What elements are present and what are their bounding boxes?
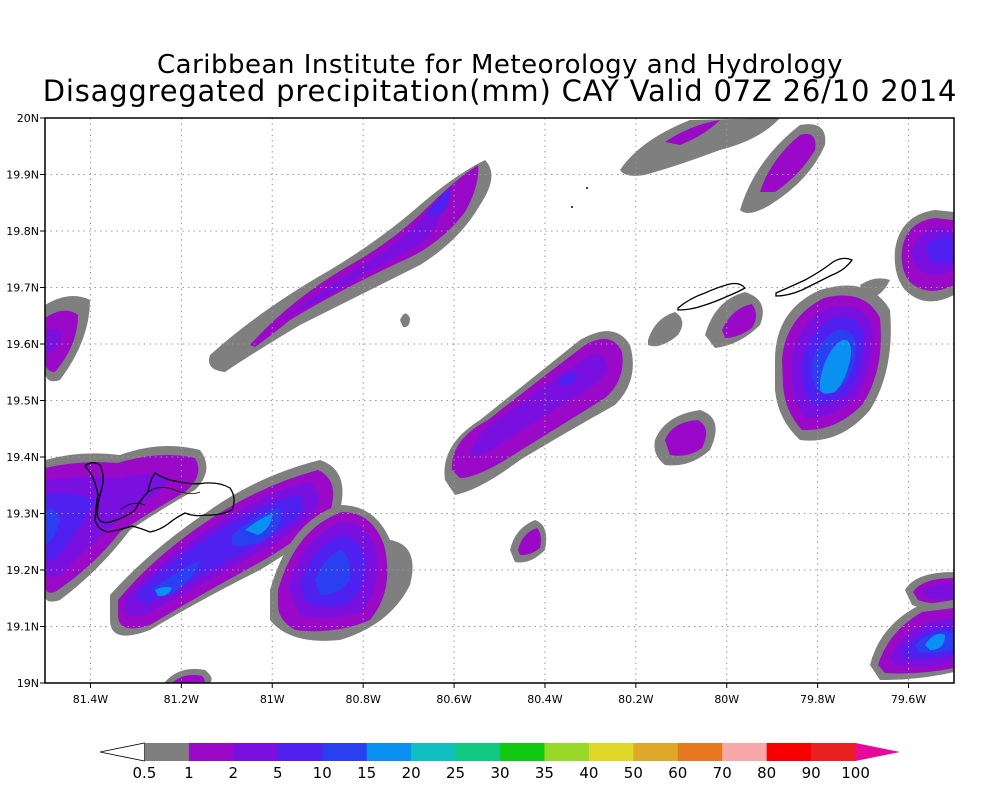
legend-label: 5 [273, 764, 283, 782]
lat-tick-label: 19.5N [6, 395, 39, 408]
legend-swatch [766, 743, 812, 761]
rain-area-east-speck [860, 278, 890, 299]
legend-label: 70 [713, 764, 732, 782]
legend-swatch [722, 743, 768, 761]
map-grid [45, 118, 954, 683]
lon-tick-label: 80.4W [527, 693, 562, 706]
rain-area-north-top [620, 118, 780, 176]
coastlines [84, 187, 853, 533]
lon-tick-label: 79.6W [891, 693, 926, 706]
legend-label: 100 [841, 764, 870, 782]
legend-label: 50 [624, 764, 643, 782]
rain-area-east-small [654, 410, 716, 466]
legend-swatch [233, 743, 279, 761]
legend-swatch [677, 743, 723, 761]
legend-swatch [455, 743, 501, 761]
latitude-axis: 19N 19.1N 19.2N 19.3N 19.4N 19.5N 19.6N 19.7N 19… [6, 112, 45, 690]
chart-title-institute: Caribbean Institute for Meteorology and … [157, 50, 843, 80]
rain-area-brac-south [705, 292, 763, 348]
lon-tick-label: 81.4W [73, 693, 108, 706]
legend-swatch [811, 743, 857, 761]
legend-swatch [277, 743, 323, 761]
lon-tick-label: 81.2W [164, 693, 199, 706]
lon-tick-label: 80.2W [618, 693, 653, 706]
legend-label: 80 [757, 764, 776, 782]
rain-area-central-band [444, 331, 633, 495]
legend-label: 1 [184, 764, 194, 782]
chart-title-product: Disaggregated precipitation(mm) CAY Vali… [42, 74, 958, 108]
lat-tick-label: 19.6N [6, 338, 39, 351]
rain-area-west-edge [45, 296, 90, 382]
legend-swatch [322, 743, 368, 761]
lat-tick-label: 19N [17, 677, 39, 690]
rain-area-south-central [110, 460, 343, 636]
legend-swatch [366, 743, 412, 761]
lon-tick-label: 80.6W [436, 693, 471, 706]
lon-tick-label: 79.8W [800, 693, 835, 706]
rain-area-northwest-band [209, 160, 492, 372]
legend-swatch [588, 743, 634, 761]
rain-area-south-blob [270, 505, 413, 641]
lon-tick-label: 80.8W [345, 693, 380, 706]
legend-swatch [855, 743, 900, 761]
legend-label: 20 [402, 764, 421, 782]
island-cayman-brac [775, 257, 853, 297]
legend-label: 60 [668, 764, 687, 782]
lat-tick-label: 19.2N [6, 564, 39, 577]
legend-colorbar [99, 742, 900, 762]
legend-swatch [544, 743, 590, 761]
lon-tick-label: 80W [714, 693, 739, 706]
legend-swatch [500, 743, 545, 761]
longitude-axis: 81.4W 81.2W 81W 80.8W 80.6W 80.4W 80.2W 80W 79.8… [73, 683, 926, 706]
legend-labels: 0.5 1 2 5 10 15 20 25 30 35 40 50 60 70 80 90 100 [133, 764, 870, 782]
island-grand-cayman [84, 462, 235, 533]
legend-swatch [144, 743, 190, 761]
legend-label: 25 [446, 764, 465, 782]
legend-label: 40 [579, 764, 598, 782]
precipitation-contours [45, 118, 954, 683]
rain-area-speck [400, 313, 410, 328]
legend-label: 35 [535, 764, 554, 782]
legend-label: 0.5 [133, 764, 157, 782]
rain-area-small-mid [510, 520, 547, 563]
legend-label: 10 [313, 764, 332, 782]
lat-tick-label: 19.9N [6, 169, 39, 182]
legend-label: 15 [357, 764, 376, 782]
legend-swatch [99, 742, 145, 762]
rain-area-little-cayman [775, 285, 891, 441]
rain-area-grand-cayman [45, 446, 207, 602]
rain-area-east-edge-north [894, 210, 954, 302]
lat-tick-label: 19.4N [6, 451, 39, 464]
lat-tick-label: 20N [17, 112, 39, 125]
lat-tick-label: 19.1N [6, 621, 39, 634]
lat-tick-label: 19.3N [6, 508, 39, 521]
rain-area-southeast [870, 572, 954, 680]
legend-label: 30 [490, 764, 509, 782]
legend-label: 2 [229, 764, 239, 782]
rain-area-northeast [740, 124, 826, 214]
lon-tick-label: 81W [260, 693, 285, 706]
lat-tick-label: 19.7N [6, 282, 39, 295]
island-little-cayman [677, 282, 746, 311]
legend-swatch [411, 743, 457, 761]
legend-label: 90 [802, 764, 821, 782]
rain-area-brac-west [648, 312, 683, 347]
legend-swatch [633, 743, 679, 761]
legend-swatch [188, 743, 234, 761]
lat-tick-label: 19.8N [6, 225, 39, 238]
